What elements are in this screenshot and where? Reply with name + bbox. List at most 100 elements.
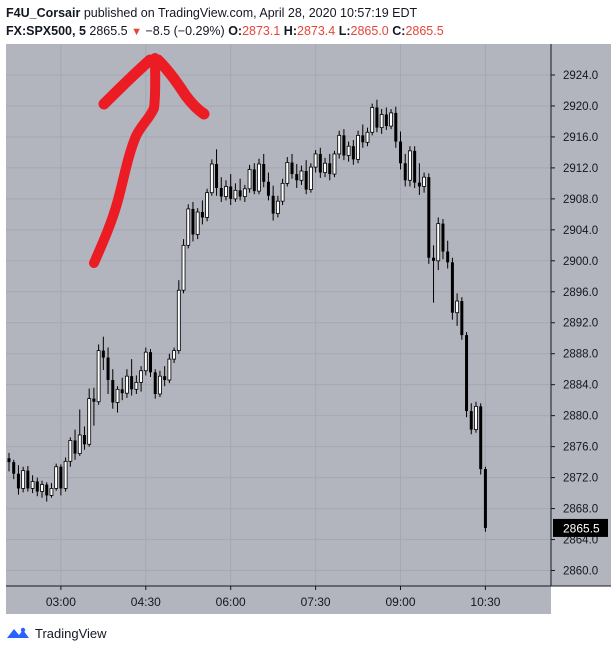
candle (82, 426, 86, 450)
candle-body-up (365, 131, 370, 143)
candle-body-down (229, 186, 233, 199)
candle-body-down (12, 462, 16, 474)
candle-body-down (483, 469, 487, 528)
arrow-head-left (98, 54, 156, 110)
candle (266, 172, 270, 201)
candle (328, 153, 332, 181)
candle (111, 369, 115, 409)
candle-body-up (422, 176, 426, 187)
candle-body-down (149, 352, 153, 373)
candle (134, 375, 139, 394)
candle (394, 106, 398, 148)
candle-body-down (469, 411, 473, 430)
candle (361, 124, 365, 148)
candle (163, 366, 167, 387)
author-name[interactable]: F4U_Corsair (6, 6, 81, 20)
candle-body-down (153, 372, 157, 394)
candle (262, 153, 266, 188)
price-tick-label: 2924.0 (563, 70, 598, 82)
candle (389, 109, 393, 130)
candle (115, 386, 120, 413)
price-tick-label: 2916.0 (563, 132, 598, 144)
candle (130, 359, 134, 396)
candle (356, 130, 360, 164)
candle-body-down (73, 440, 77, 454)
candle-body-down (460, 301, 464, 336)
candle-body-up (63, 460, 68, 489)
price-tick-label: 2860.0 (563, 566, 598, 578)
candle (285, 157, 290, 187)
candle-body-up (455, 300, 460, 314)
candle-body-down (399, 141, 403, 164)
candle-body-up (313, 153, 318, 168)
candle-body-down (45, 484, 49, 496)
candle (469, 403, 473, 435)
chart-header: F4U_Corsair published on TradingView.com… (6, 4, 611, 40)
candle (474, 401, 478, 433)
candle (332, 150, 337, 178)
candle-body-down (432, 257, 436, 261)
candle-body-up (379, 114, 384, 129)
candle (295, 164, 299, 189)
candle (323, 157, 327, 178)
candle-body-down (200, 212, 204, 218)
symbol-label[interactable]: FX:SPX500, 5 (6, 24, 86, 38)
candle (30, 475, 35, 494)
published-text: published on TradingView.com, April 28, … (80, 6, 418, 20)
candle (351, 140, 355, 165)
price-tick-label: 2880.0 (563, 411, 598, 423)
candle (106, 347, 110, 394)
candle-body-up (332, 153, 337, 175)
candle (465, 332, 469, 418)
candle (158, 370, 162, 398)
candle (87, 388, 92, 447)
time-axis[interactable] (6, 586, 551, 614)
candle (308, 163, 313, 193)
high-label: H: (283, 24, 297, 38)
candle-body-down (417, 182, 421, 187)
candle (233, 183, 238, 202)
candle (16, 465, 20, 495)
candle-body-down (465, 335, 469, 412)
candle-body-up (389, 112, 393, 127)
candle (446, 240, 450, 269)
time-tick-labels: 03:00 04:30 06:00 07:30 09:00 10:30 (46, 586, 501, 609)
price-tick-label: 2892.0 (563, 318, 598, 330)
candle (299, 165, 304, 185)
plot-area[interactable] (6, 44, 551, 586)
candle (101, 336, 105, 370)
candle (68, 437, 73, 467)
candle-body-down (26, 470, 30, 489)
candle (45, 482, 49, 502)
candle (460, 297, 464, 340)
grid-lines (6, 44, 551, 586)
price-change: −8.5 (−0.29%) (145, 24, 225, 38)
candle-body-down (262, 164, 266, 182)
time-tick-label: 07:30 (301, 595, 331, 609)
candle (384, 107, 388, 130)
candle (408, 146, 412, 187)
tradingview-footer[interactable]: TradingView (6, 622, 107, 644)
candle (176, 280, 181, 354)
publish-line: F4U_Corsair published on TradingView.com… (6, 6, 417, 20)
candle-body-up (242, 188, 247, 197)
candle-body-up (346, 145, 351, 156)
candle-body-down (384, 114, 388, 127)
candle (271, 185, 275, 221)
candle-body-up (323, 162, 327, 173)
candle (252, 163, 256, 195)
candle-body-up (115, 388, 120, 403)
candle-body-down (35, 481, 39, 492)
candle-body-down (120, 389, 124, 394)
price-tick-label: 2876.0 (563, 442, 598, 454)
candle (181, 239, 186, 294)
candle-body-up (247, 169, 252, 190)
candle (35, 477, 39, 497)
candle-body-up (356, 134, 360, 160)
price-tick-label: 2908.0 (563, 194, 598, 206)
candle (49, 483, 54, 498)
price-axis[interactable] (551, 44, 611, 586)
price-tick-label: 2900.0 (563, 256, 598, 268)
close-value: 2865.5 (405, 24, 444, 38)
